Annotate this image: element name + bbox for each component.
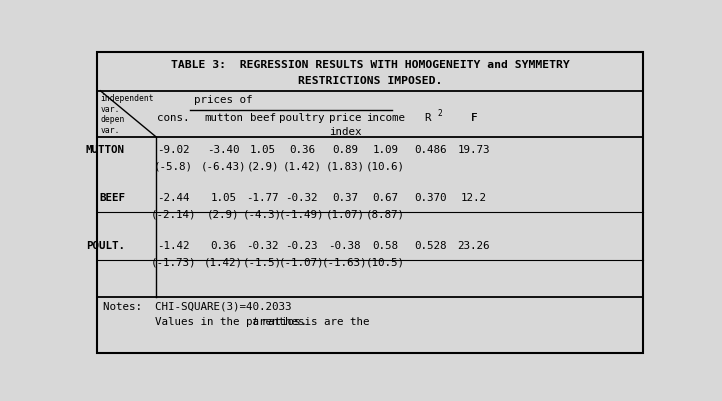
Text: (8.87): (8.87)	[366, 209, 405, 219]
Text: -1.42: -1.42	[157, 241, 189, 251]
Text: 0.370: 0.370	[414, 193, 447, 203]
Text: -2.44: -2.44	[157, 193, 189, 203]
Text: 0.36: 0.36	[289, 146, 315, 155]
Text: (1.42): (1.42)	[204, 257, 243, 267]
Text: Values in the parenthesis are the: Values in the parenthesis are the	[103, 317, 375, 327]
Text: (1.07): (1.07)	[326, 209, 365, 219]
Text: 23.26: 23.26	[457, 241, 490, 251]
Text: 2: 2	[437, 109, 442, 118]
Text: income: income	[366, 113, 405, 123]
Text: 1.05: 1.05	[250, 146, 276, 155]
Text: 0.37: 0.37	[332, 193, 358, 203]
Text: (10.5): (10.5)	[366, 257, 405, 267]
Text: -0.32: -0.32	[246, 241, 279, 251]
Text: -0.38: -0.38	[329, 241, 361, 251]
Text: -0.23: -0.23	[285, 241, 318, 251]
Text: (2.9): (2.9)	[207, 209, 240, 219]
Text: index: index	[329, 127, 361, 137]
Text: BEEF: BEEF	[99, 193, 125, 203]
Text: 1.05: 1.05	[210, 193, 236, 203]
Text: MUTTON: MUTTON	[86, 146, 125, 155]
Text: RESTRICTIONS IMPOSED.: RESTRICTIONS IMPOSED.	[298, 76, 442, 86]
Text: F: F	[470, 113, 477, 123]
Text: mutton: mutton	[204, 113, 243, 123]
Text: (10.6): (10.6)	[366, 162, 405, 172]
Text: beef: beef	[250, 113, 276, 123]
Text: TABLE 3:  REGRESSION RESULTS WITH HOMOGENEITY and SYMMETRY: TABLE 3: REGRESSION RESULTS WITH HOMOGEN…	[170, 60, 570, 70]
Text: ratios.: ratios.	[256, 317, 308, 327]
Text: (-6.43): (-6.43)	[201, 162, 246, 172]
Text: Notes:  CHI-SQUARE(3)=40.2033: Notes: CHI-SQUARE(3)=40.2033	[103, 302, 291, 312]
Text: POULT.: POULT.	[86, 241, 125, 251]
Text: (1.83): (1.83)	[326, 162, 365, 172]
Text: (2.9): (2.9)	[246, 162, 279, 172]
Text: cons.: cons.	[157, 113, 189, 123]
Text: (-1.49): (-1.49)	[279, 209, 324, 219]
Text: (-1.63): (-1.63)	[322, 257, 367, 267]
Text: prices of: prices of	[193, 95, 252, 105]
Text: price: price	[329, 113, 361, 123]
Text: poultry: poultry	[279, 113, 324, 123]
Text: depen
var.: depen var.	[100, 115, 125, 135]
Text: R: R	[425, 113, 431, 123]
Text: 1.09: 1.09	[373, 146, 399, 155]
Text: -3.40: -3.40	[207, 146, 240, 155]
Text: F: F	[470, 113, 477, 123]
Text: (-2.14): (-2.14)	[150, 209, 196, 219]
Text: t: t	[252, 317, 258, 327]
Text: 0.528: 0.528	[414, 241, 447, 251]
Text: -1.77: -1.77	[246, 193, 279, 203]
Text: 0.89: 0.89	[332, 146, 358, 155]
Text: 0.58: 0.58	[373, 241, 399, 251]
Text: (-1.5): (-1.5)	[243, 257, 282, 267]
Text: 0.486: 0.486	[414, 146, 447, 155]
Text: 12.2: 12.2	[461, 193, 487, 203]
Text: (-1.73): (-1.73)	[150, 257, 196, 267]
Text: 19.73: 19.73	[457, 146, 490, 155]
Text: (-5.8): (-5.8)	[154, 162, 193, 172]
Text: -9.02: -9.02	[157, 146, 189, 155]
Text: -0.32: -0.32	[285, 193, 318, 203]
Text: 0.67: 0.67	[373, 193, 399, 203]
Text: 0.36: 0.36	[210, 241, 236, 251]
Text: (1.42): (1.42)	[282, 162, 321, 172]
Text: (-1.07): (-1.07)	[279, 257, 324, 267]
Text: independent
var.: independent var.	[100, 95, 154, 114]
Text: (-4.3): (-4.3)	[243, 209, 282, 219]
